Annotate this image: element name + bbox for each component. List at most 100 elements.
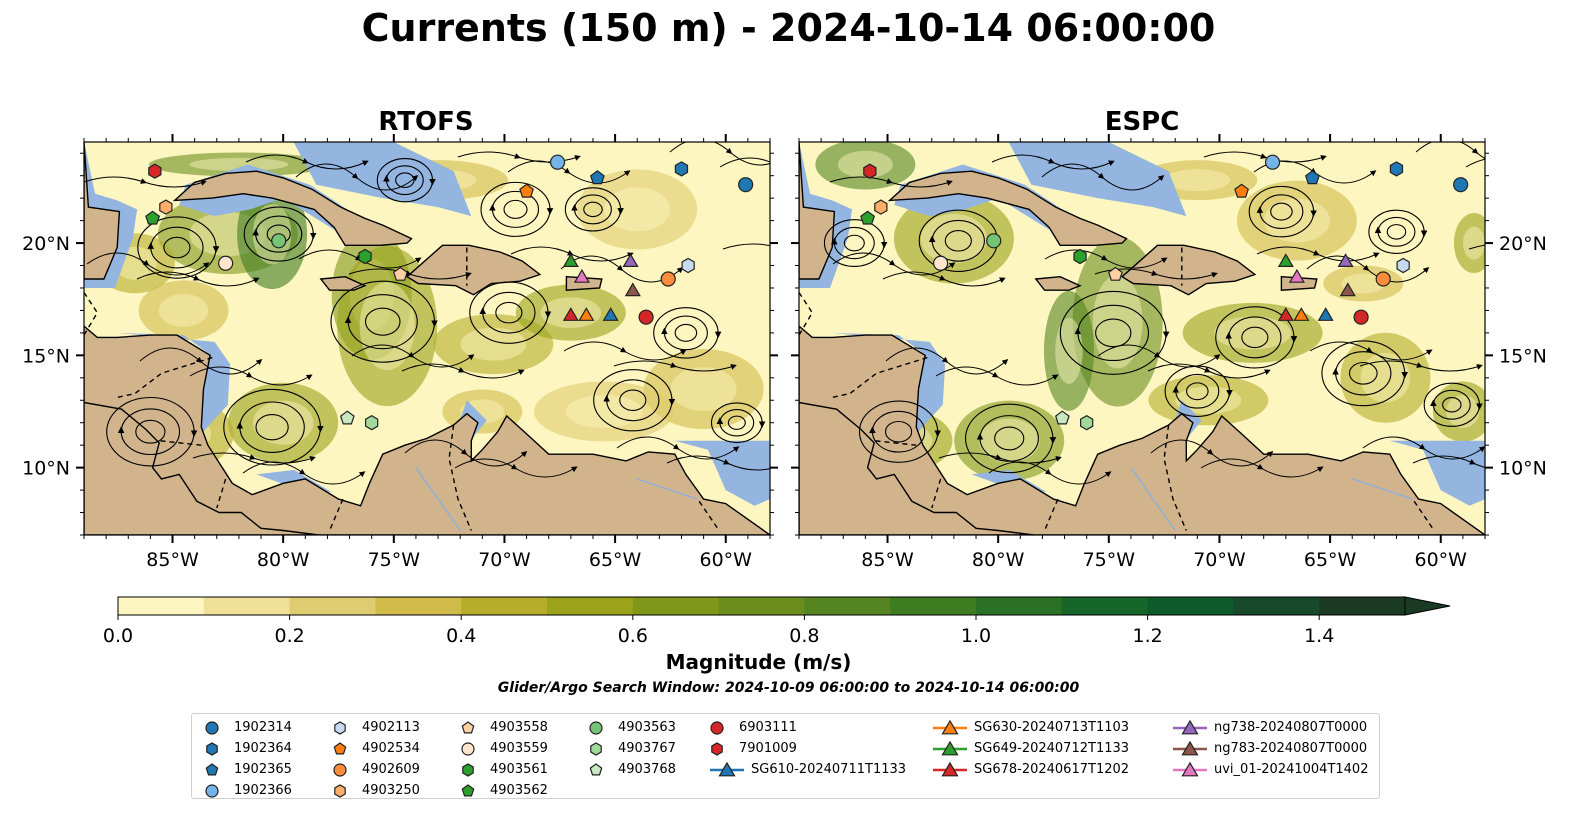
colorbar-segment (1147, 597, 1234, 615)
legend-swatch (710, 721, 724, 735)
colorbar-segment (718, 597, 805, 615)
lon-tick-label: 75°W (1083, 549, 1136, 571)
colorbar-tick-label: 0.6 (618, 625, 648, 647)
legend-marker (711, 742, 723, 756)
legend-label: 4903563 (618, 720, 676, 735)
legend-marker (1181, 719, 1199, 735)
legend-label: uvi_01-20241004T1402 (1214, 762, 1369, 777)
marker-espc-4903250 (874, 199, 888, 215)
map-panel-espc: 85°W 80°W 75°W 70°W 65°W 60°W 20°N 15°N 10°N (791, 134, 1547, 571)
colorbar-tick-label: 1.4 (1304, 625, 1334, 647)
lat-tick-label: 10°N (1499, 458, 1547, 480)
lat-tick-label: 10°N (22, 458, 70, 480)
legend-label: 4903559 (490, 741, 548, 756)
legend-swatch (589, 721, 603, 735)
panel-title-rtofs: RTOFS (378, 107, 474, 137)
lon-tick-label: 70°W (478, 549, 531, 571)
legend-marker (334, 721, 346, 735)
legend-swatch (590, 742, 602, 756)
colorbar-tick-label: 1.0 (961, 625, 991, 647)
marker-rtofs-4902113 (681, 257, 695, 274)
legend-swatch (461, 742, 475, 756)
legend-label: SG678-20240617T1202 (974, 762, 1130, 777)
marker-espc-1902366 (1264, 154, 1281, 170)
marker-espc-1902365 (1304, 170, 1320, 185)
marker-espc-ng738-20240807t0000 (1337, 253, 1354, 267)
marker-rtofs-ng738-20240807t0000 (622, 253, 639, 267)
lon-tick-label: 65°W (1304, 549, 1357, 571)
marker-rtofs-4903768 (339, 410, 355, 425)
legend-label: 4903558 (490, 720, 548, 735)
legend-label: 6903111 (739, 720, 797, 735)
legend-marker (461, 721, 475, 734)
marker-rtofs-1902364 (674, 161, 689, 177)
marker-rtofs-4903562 (145, 210, 161, 225)
colorbar-segment (547, 597, 634, 615)
legend-marker (589, 721, 603, 735)
colorbar-tick-label: 0.4 (446, 625, 476, 647)
colorbar-tick-label: 0.0 (103, 625, 133, 647)
colorbar-segment (804, 597, 891, 615)
colorbar-segment (1319, 597, 1406, 615)
legend-label: 4903250 (362, 783, 420, 798)
lon-tick-label: 85°W (861, 549, 914, 571)
legend-swatch (205, 763, 219, 776)
marker-rtofs-sg610-20240711t1133 (602, 307, 619, 321)
legend-marker (333, 742, 347, 755)
marker-espc-uvi_01-20241004t1402 (1288, 268, 1305, 283)
colorbar-tick-label: 0.2 (274, 625, 304, 647)
legend-label: 1902366 (234, 783, 292, 798)
legend-swatch (461, 721, 475, 734)
legend-marker (461, 784, 475, 797)
marker-rtofs-4903558 (393, 266, 408, 281)
legend-marker (941, 740, 959, 756)
legend-swatch (589, 763, 603, 776)
marker-espc-4903561 (1073, 248, 1087, 265)
lon-tick-label: 75°W (368, 549, 421, 571)
marker-espc-sg678-20240617t1202 (1277, 307, 1294, 321)
legend-label: ng783-20240807T0000 (1214, 741, 1368, 756)
marker-espc-4903558 (1108, 266, 1123, 281)
marker-rtofs-4902609 (660, 271, 676, 287)
marker-rtofs-4903767 (365, 415, 379, 431)
lat-tick-label: 15°N (22, 345, 70, 367)
marker-rtofs-4902534 (519, 183, 534, 198)
marker-rtofs-1902366 (549, 154, 566, 170)
colorbar-segment (203, 597, 291, 615)
colorbar-segment (375, 597, 462, 615)
colorbar-segment (890, 597, 977, 615)
legend-swatch (711, 742, 723, 756)
legend-marker (333, 763, 347, 777)
legend-marker (461, 742, 475, 756)
lat-tick-label: 20°N (1499, 233, 1547, 255)
colorbar-segment (118, 597, 205, 615)
legend-swatch (1173, 740, 1207, 756)
colorbar-segment (289, 597, 376, 615)
legend-swatch (710, 761, 744, 777)
legend-marker (718, 761, 736, 777)
legend-swatch (206, 742, 218, 756)
legend-marker (205, 763, 219, 776)
marker-espc-4902534 (1234, 183, 1249, 198)
legend-swatch (462, 763, 474, 777)
marker-espc-4903767 (1080, 415, 1094, 431)
legend-marker (1181, 761, 1199, 777)
marker-rtofs-sg630-20240713t1103 (578, 307, 595, 321)
marker-espc-6903111 (1353, 309, 1369, 325)
legend-label: 1902365 (234, 762, 292, 777)
marker-espc-1902314 (1453, 177, 1469, 193)
colorbar-segment (976, 597, 1063, 615)
colorbar-segment (461, 597, 548, 615)
marker-rtofs-6903111 (638, 309, 654, 325)
legend-label: 4902113 (362, 720, 420, 735)
marker-rtofs-4903559 (218, 255, 234, 271)
lon-tick-label: 80°W (972, 549, 1025, 571)
marker-espc-4902113 (1396, 257, 1410, 274)
legend-swatch (933, 761, 967, 777)
marker-espc-4903562 (860, 210, 876, 225)
colorbar-tick-label: 0.8 (789, 625, 819, 647)
legend-marker (462, 763, 474, 777)
search-window-note: Glider/Argo Search Window: 2024-10-09 06… (497, 680, 1080, 696)
lon-tick-label: 65°W (589, 549, 642, 571)
colorbar-tick-label: 1.2 (1132, 625, 1162, 647)
